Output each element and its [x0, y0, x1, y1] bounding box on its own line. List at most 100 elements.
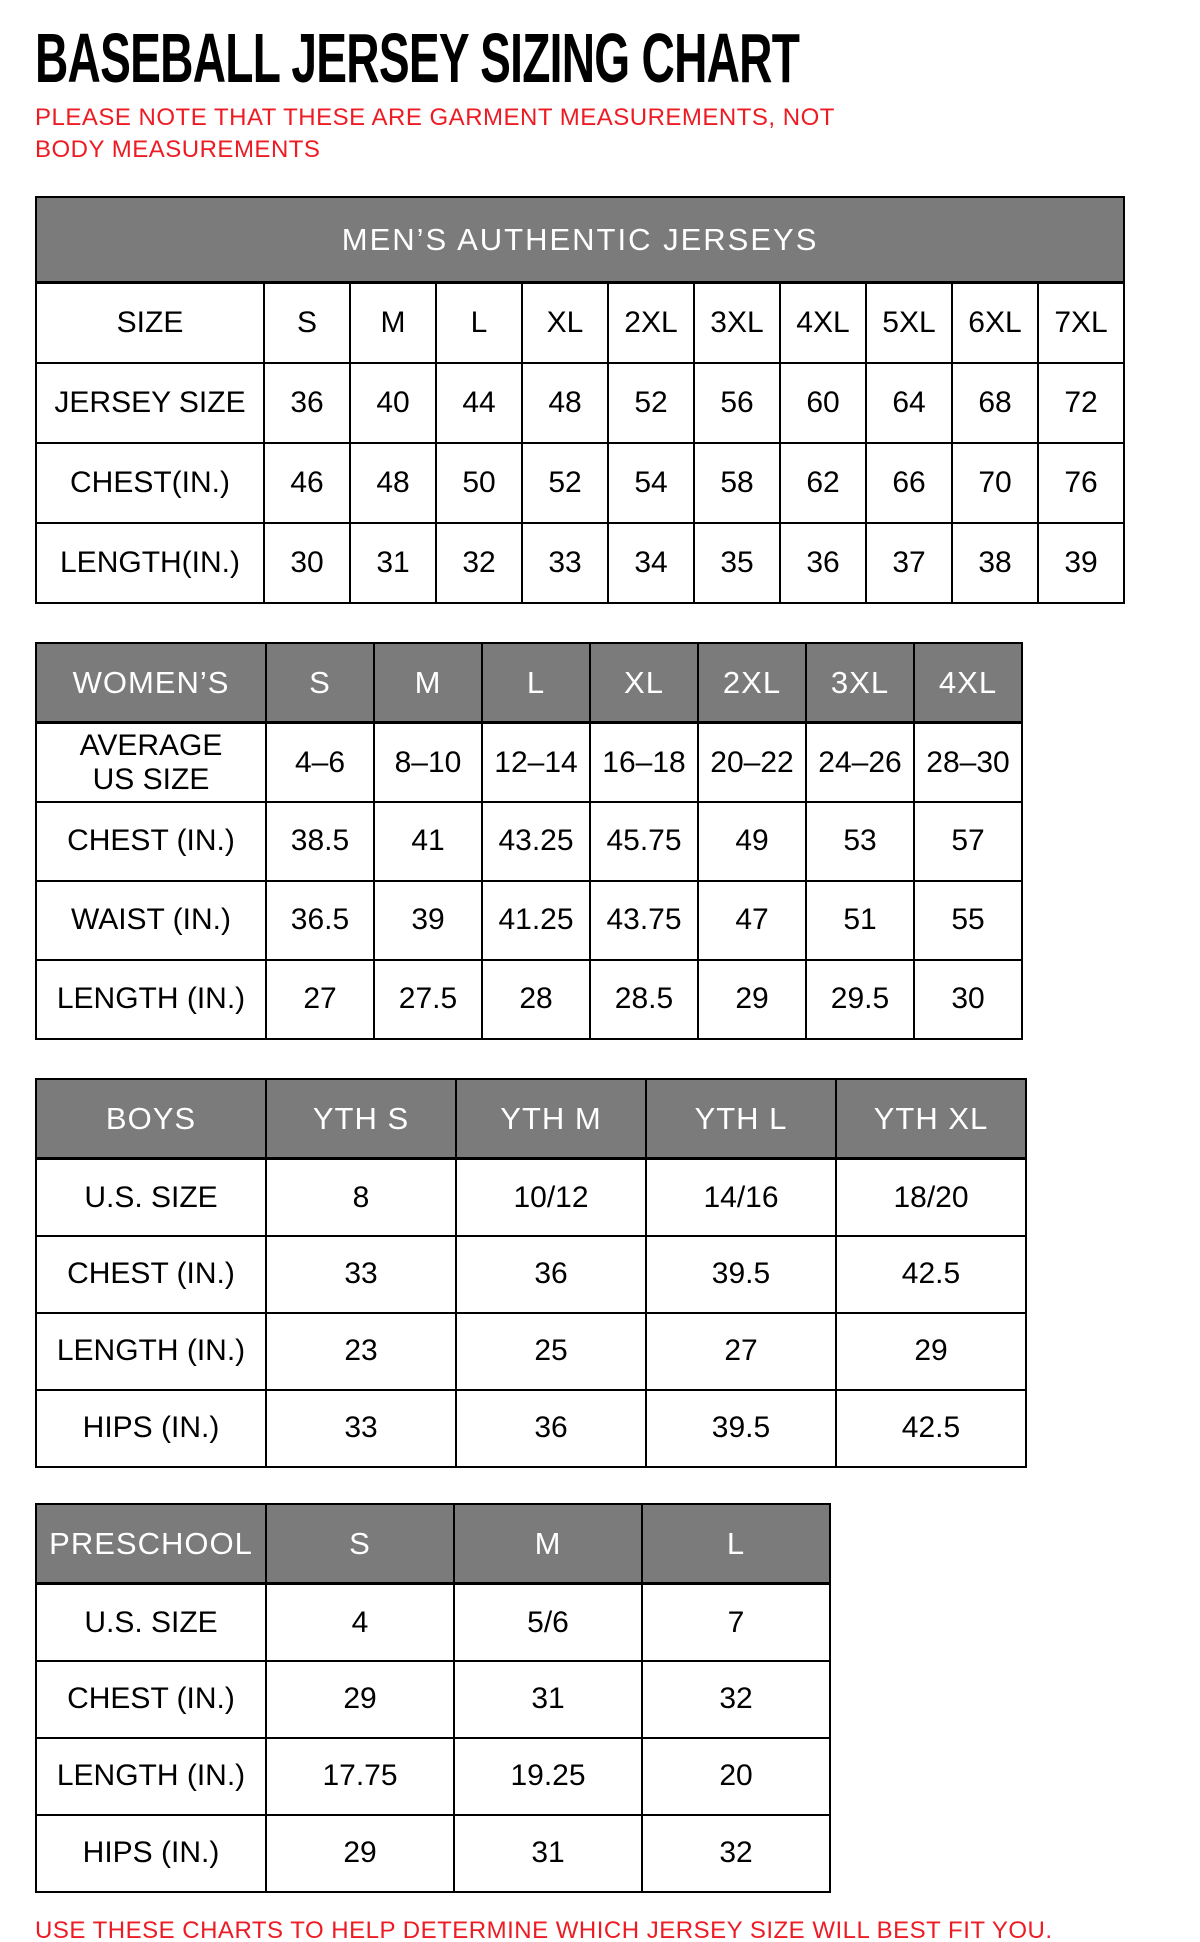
womens-table-row: AVERAGE US SIZE 4–6 8–10 12–14 16–18 20–22 24–…: [35, 721, 1023, 803]
womens-data-cell: 53: [805, 800, 915, 882]
mens-data-cell: XL: [521, 281, 609, 364]
preschool-header-cell: S: [265, 1502, 455, 1586]
boys-data-cell: 27: [645, 1311, 837, 1391]
mens-data-cell: 44: [435, 361, 523, 444]
womens-data-cell: 55: [913, 879, 1023, 961]
womens-row-label: CHEST (IN.): [35, 800, 267, 882]
mens-table-row: LENGTH(IN.) 30 31 32 33 34 35 36 37 38 39: [35, 521, 1126, 604]
mens-data-cell: M: [349, 281, 437, 364]
mens-data-cell: 35: [693, 521, 781, 604]
womens-data-cell: 29.5: [805, 958, 915, 1040]
boys-table-row: U.S. SIZE 8 10/12 14/16 18/20: [35, 1157, 1027, 1237]
womens-header-cell: M: [373, 641, 483, 725]
womens-row-label: AVERAGE US SIZE: [35, 721, 267, 803]
womens-header-cell: 4XL: [913, 641, 1023, 725]
womens-sizing-table: WOMEN’S S M L XL 2XL 3XL 4XL AVERAGE US SIZE 4–6 8…: [35, 641, 1200, 1040]
boys-data-cell: 42.5: [835, 1388, 1027, 1468]
preschool-row-label: CHEST (IN.): [35, 1659, 267, 1739]
womens-data-cell: 39: [373, 879, 483, 961]
mens-data-cell: 31: [349, 521, 437, 604]
womens-data-cell: 27: [265, 958, 375, 1040]
womens-data-cell: 28: [481, 958, 591, 1040]
womens-data-cell: 47: [697, 879, 807, 961]
preschool-data-cell: 20: [641, 1736, 831, 1816]
preschool-row-label: LENGTH (IN.): [35, 1736, 267, 1816]
mens-data-cell: 33: [521, 521, 609, 604]
boys-data-cell: 10/12: [455, 1157, 647, 1237]
womens-header-cell: L: [481, 641, 591, 725]
mens-data-cell: 32: [435, 521, 523, 604]
womens-data-cell: 51: [805, 879, 915, 961]
womens-data-cell: 24–26: [805, 721, 915, 803]
boys-header-cell: YTH XL: [835, 1077, 1027, 1161]
preschool-data-cell: 19.25: [453, 1736, 643, 1816]
mens-data-cell: 34: [607, 521, 695, 604]
mens-table-row: JERSEY SIZE 36 40 44 48 52 56 60 64 68 72: [35, 361, 1126, 444]
womens-header-cell: XL: [589, 641, 699, 725]
mens-data-cell: 39: [1036, 521, 1126, 604]
boys-data-cell: 29: [835, 1311, 1027, 1391]
boys-data-cell: 36: [455, 1388, 647, 1468]
preschool-data-cell: 31: [453, 1659, 643, 1739]
mens-data-cell: 37: [865, 521, 953, 604]
mens-data-cell: 56: [693, 361, 781, 444]
boys-data-cell: 39.5: [645, 1234, 837, 1314]
mens-data-cell: 64: [865, 361, 953, 444]
mens-data-cell: 30: [263, 521, 351, 604]
mens-data-cell: 60: [779, 361, 867, 444]
boys-data-cell: 18/20: [835, 1157, 1027, 1237]
mens-data-cell: 40: [349, 361, 437, 444]
boys-data-cell: 33: [265, 1388, 457, 1468]
mens-data-cell: L: [435, 281, 523, 364]
mens-data-cell: 6XL: [951, 281, 1039, 364]
preschool-table-row: HIPS (IN.) 29 31 32: [35, 1813, 831, 1893]
boys-header-cell: YTH M: [455, 1077, 647, 1161]
womens-data-cell: 27.5: [373, 958, 483, 1040]
boys-data-cell: 39.5: [645, 1388, 837, 1468]
preschool-size-table: PRESCHOOL S M L U.S. SIZE 4 5/6 7 CHEST (IN.) 29 3…: [35, 1502, 831, 1893]
womens-data-cell: 30: [913, 958, 1023, 1040]
womens-data-cell: 38.5: [265, 800, 375, 882]
boys-size-table: BOYS YTH S YTH M YTH L YTH XL U.S. SIZE 8 10/12…: [35, 1077, 1027, 1468]
mens-data-cell: 62: [779, 441, 867, 524]
preschool-data-cell: 4: [265, 1582, 455, 1662]
mens-data-cell: 36: [779, 521, 867, 604]
preschool-data-cell: 29: [265, 1813, 455, 1893]
womens-size-table: WOMEN’S S M L XL 2XL 3XL 4XL AVERAGE US SIZE 4–6 8…: [35, 641, 1023, 1040]
mens-data-cell: 52: [607, 361, 695, 444]
mens-data-cell: 2XL: [607, 281, 695, 364]
womens-data-cell: 28–30: [913, 721, 1023, 803]
preschool-data-cell: 29: [265, 1659, 455, 1739]
womens-table-row: CHEST (IN.) 38.5 41 43.25 45.75 49 53 57: [35, 800, 1023, 882]
preschool-data-cell: 17.75: [265, 1736, 455, 1816]
preschool-data-cell: 5/6: [453, 1582, 643, 1662]
mens-data-cell: 5XL: [865, 281, 953, 364]
mens-row-label: JERSEY SIZE: [35, 361, 265, 444]
preschool-row-label: U.S. SIZE: [35, 1582, 267, 1662]
womens-header-cell: 3XL: [805, 641, 915, 725]
womens-data-cell: 28.5: [589, 958, 699, 1040]
mens-data-cell: 7XL: [1036, 281, 1126, 364]
womens-data-cell: 20–22: [697, 721, 807, 803]
mens-data-cell: 76: [1036, 441, 1126, 524]
womens-data-cell: 49: [697, 800, 807, 882]
boys-table-row: HIPS (IN.) 33 36 39.5 42.5: [35, 1388, 1027, 1468]
mens-data-cell: 36: [263, 361, 351, 444]
womens-data-cell: 12–14: [481, 721, 591, 803]
mens-table-title: MEN’S AUTHENTIC JERSEYS: [34, 195, 1126, 285]
womens-row-label: WAIST (IN.): [35, 879, 267, 961]
preschool-data-cell: 32: [641, 1813, 831, 1893]
boys-row-label: CHEST (IN.): [35, 1234, 267, 1314]
boys-data-cell: 36: [455, 1234, 647, 1314]
womens-data-cell: 57: [913, 800, 1023, 882]
mens-data-cell: 58: [693, 441, 781, 524]
boys-header-cell: YTH S: [265, 1077, 457, 1161]
mens-authentic-jerseys-table: MEN’S AUTHENTIC JERSEYS SIZE S M L XL 2XL 3XL 4X…: [34, 195, 1200, 604]
boys-data-cell: 8: [265, 1157, 457, 1237]
preschool-header-label: PRESCHOOL: [35, 1502, 267, 1586]
boys-data-cell: 25: [455, 1311, 647, 1391]
preschool-header-cell: M: [453, 1502, 643, 1586]
boys-data-cell: 33: [265, 1234, 457, 1314]
womens-data-cell: 36.5: [265, 879, 375, 961]
mens-data-cell: 3XL: [693, 281, 781, 364]
